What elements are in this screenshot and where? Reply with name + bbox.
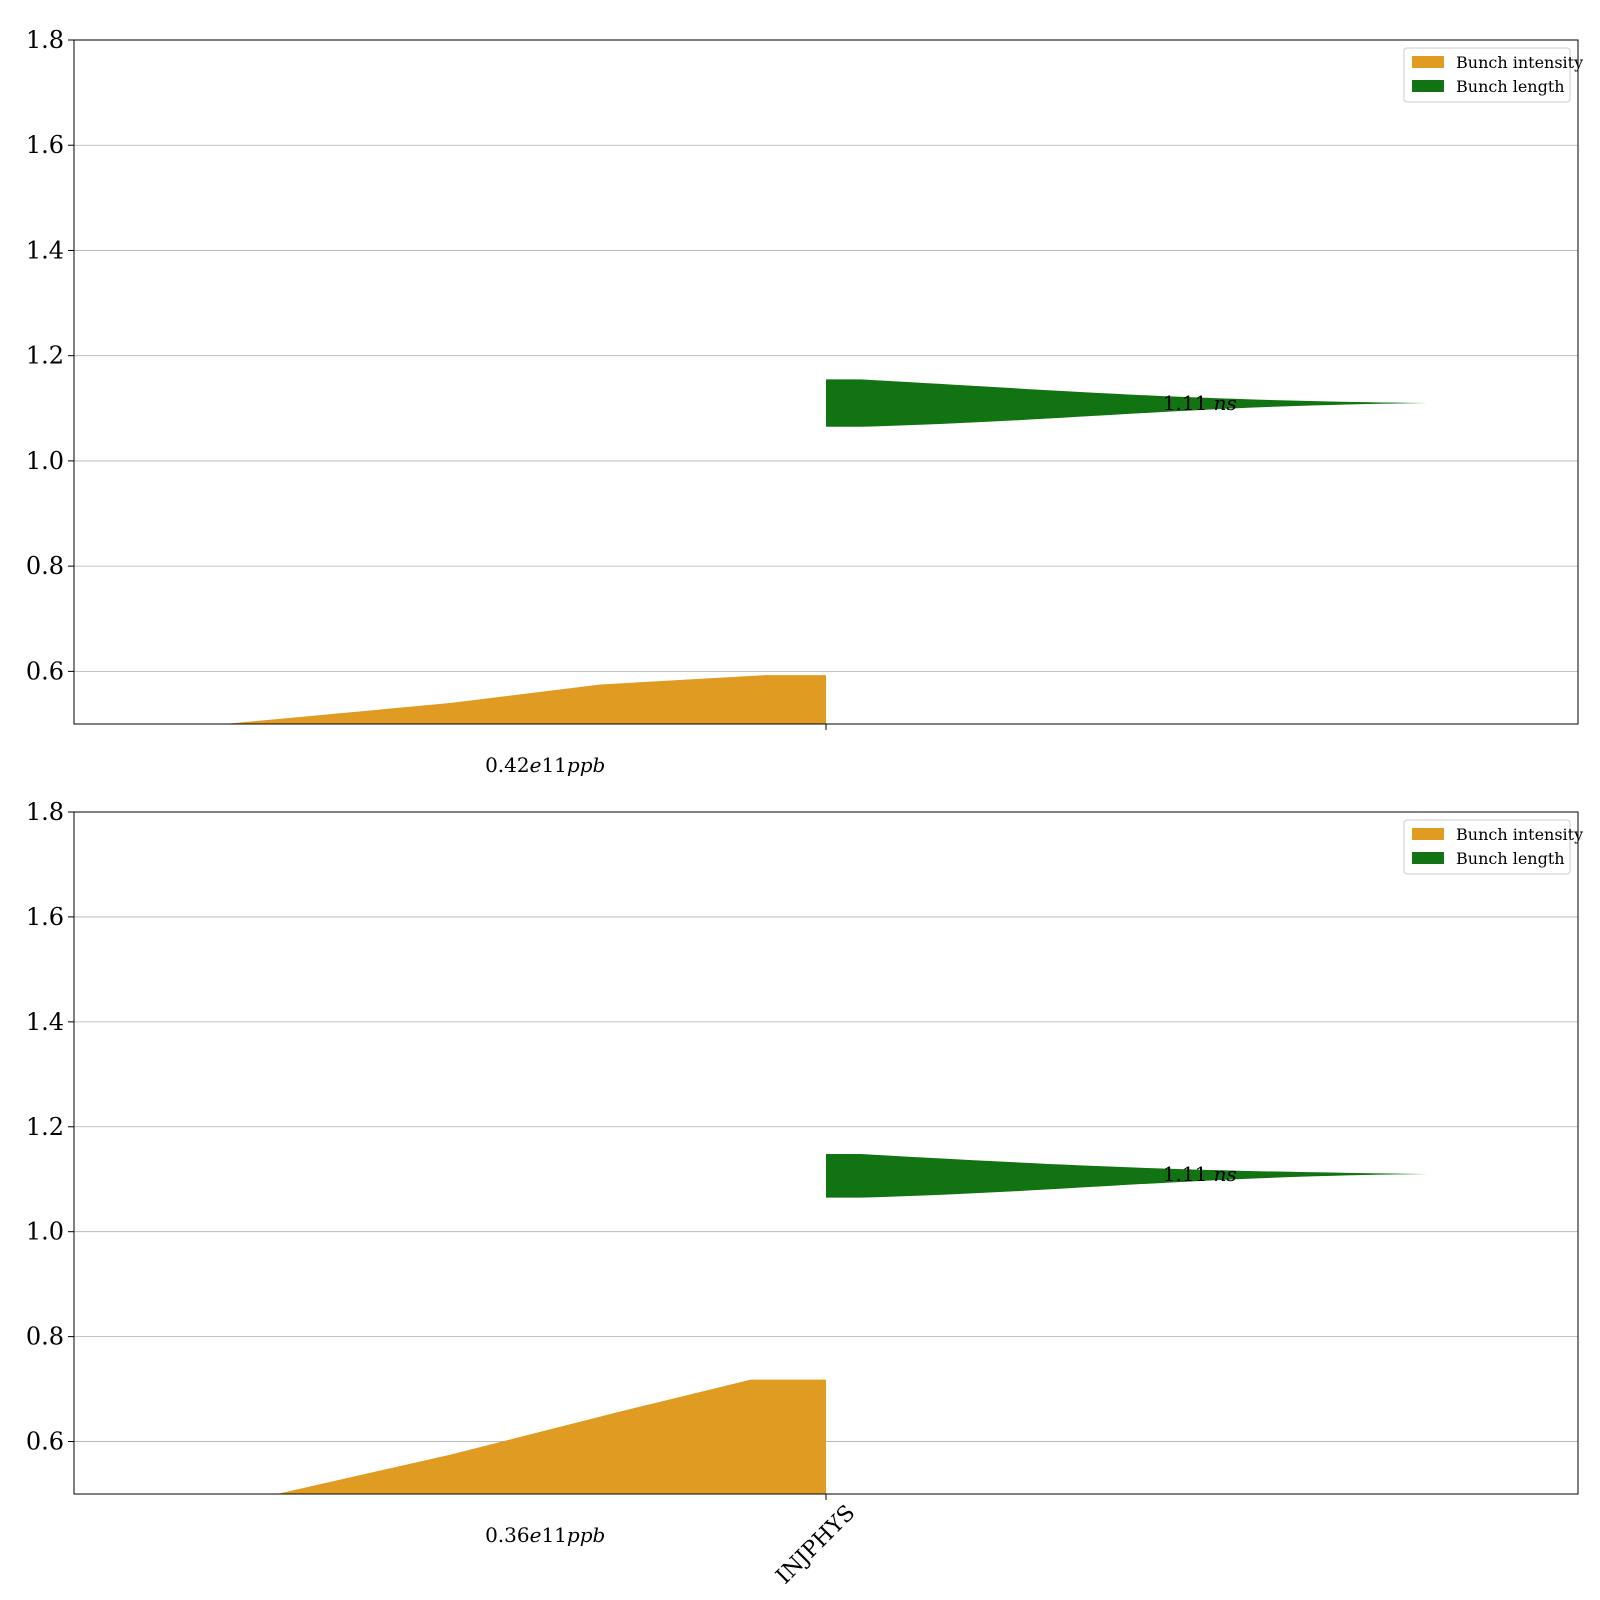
legend-box [1403,819,1571,875]
y-tick-label: 1.2 [26,342,64,370]
chart-panel-2: 0.6 0.8 1.0 1.2 1.4 1.6 1.8 INJPHYS 0.36e11ppb 1.… [26,798,1583,1589]
y-tick-label: 1.6 [26,131,64,159]
y-tick-label: 1.2 [26,1113,64,1141]
chart-panel-1: 0.6 0.8 1.0 1.2 1.4 1.6 1.8 0.42e11ppb 1.11 ns Bu… [26,26,1583,777]
y-tick-label: 1.4 [26,236,64,264]
legend-swatch [1412,852,1444,864]
x-tick-label: INJPHYS [772,1501,861,1590]
y-tick-label: 0.6 [26,1428,64,1456]
legend-swatch [1412,80,1444,92]
y-tick-label: 1.0 [26,1218,64,1246]
intensity-annotation: 0.42e11ppb [485,753,605,777]
legend-label: Bunch intensity [1456,825,1583,844]
bunch-intensity-area [224,675,826,724]
legend: Bunch intensity Bunch length [1403,819,1583,875]
y-tick-label: 1.0 [26,447,64,475]
y-tick-label: 0.6 [26,657,64,685]
plot-area [277,1154,1428,1494]
y-tick-label: 0.8 [26,552,64,580]
legend-label: Bunch length [1456,77,1565,96]
intensity-annotation: 0.36e11ppb [485,1523,605,1547]
y-tick-label: 1.8 [26,798,64,826]
length-annotation: 1.11 ns [1163,1162,1237,1186]
legend-label: Bunch length [1456,849,1565,868]
y-tick-label: 1.6 [26,903,64,931]
legend-label: Bunch intensity [1456,53,1583,72]
legend: Bunch intensity Bunch length [1403,47,1583,103]
length-annotation: 1.11 ns [1163,391,1237,415]
bunch-length-area [826,379,1428,427]
bunch-length-area [826,1154,1428,1198]
y-tick-label: 1.8 [26,26,64,54]
plot-area [224,379,1428,724]
legend-swatch [1412,828,1444,840]
y-tick-label: 0.8 [26,1323,64,1351]
bunch-intensity-area [277,1379,826,1494]
y-tick-label: 1.4 [26,1008,64,1036]
legend-box [1403,47,1571,103]
legend-swatch [1412,56,1444,68]
